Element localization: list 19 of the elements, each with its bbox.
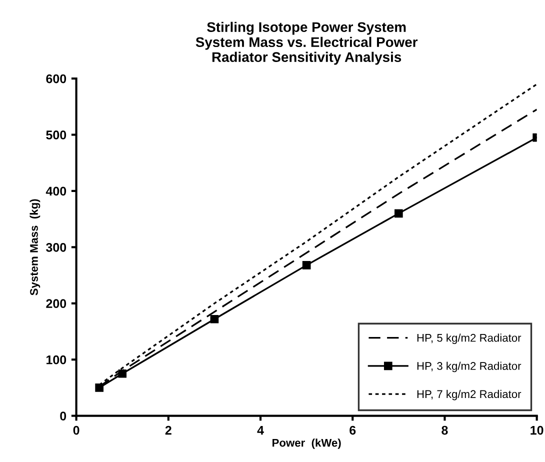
x-tick-label: 10 [530,426,544,435]
x-axis-title: Power (kWe) [272,438,341,449]
y-tick-label: 500 [46,130,66,140]
y-axis-title: System Mass (kg) [30,199,40,296]
y-tick-label: 300 [46,242,66,252]
legend-label: HP, 7 kg/m2 Radiator [417,390,522,400]
y-tick-label: 0 [60,412,66,420]
y-tick-label: 400 [46,186,66,196]
y-tick-label: 600 [46,74,66,84]
x-tick-label: 4 [257,426,264,435]
chart-title: Stirling Isotope Power System System Mass vs. Electrical Power Radiator Sensitivity Analysis [196,22,418,65]
y-tick-label: 100 [46,355,66,364]
legend-label: HP, 3 kg/m2 Radiator [417,362,522,372]
x-tick-label: 2 [165,426,172,435]
y-tick-label: 200 [46,299,66,308]
x-tick-label: 8 [442,426,448,435]
x-tick-label: 0 [73,426,80,435]
x-tick-label: 6 [350,426,356,435]
legend-label: HP, 5 kg/m2 Radiator [417,334,522,344]
